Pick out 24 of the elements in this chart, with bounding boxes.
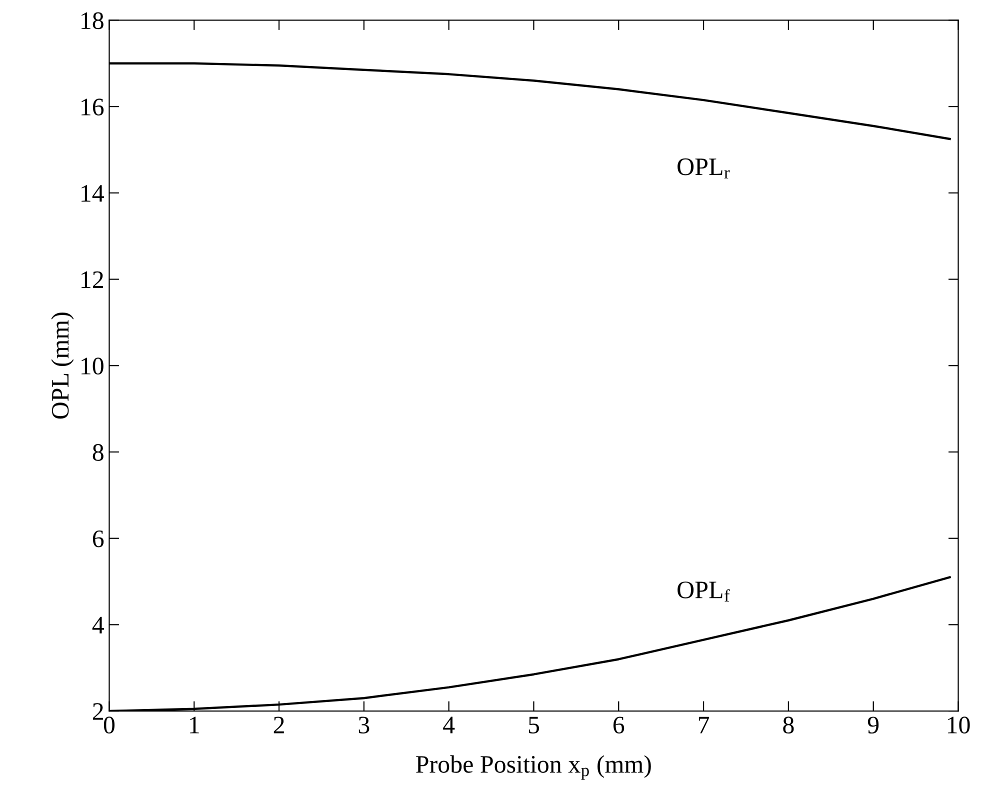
x-tick-label: 4 xyxy=(443,716,455,734)
x-tick-label: 5 xyxy=(528,716,540,734)
y-tick-label: 8 xyxy=(92,444,104,461)
x-tick-label: 3 xyxy=(358,716,370,734)
y-tick-label: 10 xyxy=(82,358,104,375)
x-tick-label: 7 xyxy=(698,716,710,734)
x-tick-label: 1 xyxy=(190,716,199,734)
y-tick-label: 18 xyxy=(82,12,104,30)
x-tick-label: 6 xyxy=(613,716,624,734)
y-tick-label: 12 xyxy=(82,271,103,288)
x-tick-label: 9 xyxy=(868,716,879,734)
y-tick-label: 14 xyxy=(82,185,104,202)
series-label: OPL$_{f}$ xyxy=(678,582,730,602)
text: OPL$_{r}$ xyxy=(678,158,730,178)
x-tick-label: 0 xyxy=(104,716,115,734)
x-tick-label: 10 xyxy=(948,716,970,734)
y-tick-label: 6 xyxy=(92,530,104,548)
x-tick-label: 2 xyxy=(274,716,284,734)
y-tick-label: 4 xyxy=(92,616,104,634)
x-tick-label: 8 xyxy=(783,716,794,734)
y-tick-label: 16 xyxy=(82,98,104,116)
y-tick-label: 2 xyxy=(92,703,103,720)
y-axis-title: OPL (mm) xyxy=(51,312,74,419)
x-axis-title: Probe Position x$_{p}$ (mm) xyxy=(416,755,651,780)
